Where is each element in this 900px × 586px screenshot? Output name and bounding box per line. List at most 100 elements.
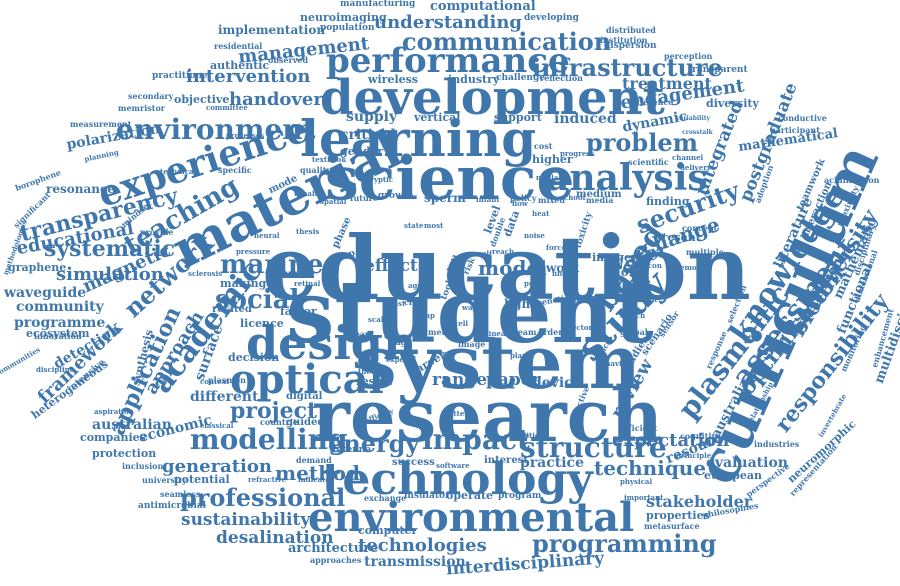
word-range: range <box>432 370 488 390</box>
word-australian: australian <box>92 417 172 433</box>
word-edge: edge <box>390 337 412 347</box>
word-age: age <box>408 281 422 290</box>
word-medium: medium <box>576 189 622 200</box>
word-refractive: refractive <box>248 475 287 484</box>
word-treatment: treatment <box>622 74 712 93</box>
word-structure: structure <box>520 431 667 464</box>
word-tunable: tunable <box>294 189 324 198</box>
word-countrie: countrie <box>260 417 298 427</box>
word-science: science <box>325 144 575 214</box>
word-integer: integer <box>592 251 637 264</box>
word-secondary: secondary <box>128 91 174 101</box>
word-energy: energy <box>328 429 420 458</box>
word-university: university <box>142 475 187 485</box>
word-reach: reach <box>492 247 515 256</box>
word-multiple: multiple <box>686 247 724 257</box>
word-handover: handover <box>229 89 323 110</box>
word-important: important <box>624 493 664 502</box>
word-theory: theory <box>358 367 384 376</box>
word-growth: growth <box>378 191 414 201</box>
word-spatial: spatial <box>320 197 347 206</box>
word-difference: difference <box>628 97 674 107</box>
word-project: project <box>230 398 318 424</box>
word-development: development <box>320 70 665 126</box>
word-efficient: efficient <box>620 423 658 433</box>
word-finding: finding <box>646 195 690 208</box>
word-supply: supply <box>346 109 398 125</box>
word-linear: linear <box>486 329 510 338</box>
word-demand: demand <box>296 455 332 465</box>
word-scale: scale <box>368 315 388 324</box>
word-generation: generation <box>162 456 272 477</box>
word-team: team <box>514 327 537 337</box>
word-fibre: fibre <box>552 269 571 278</box>
word-communication: communication <box>402 27 612 56</box>
word-gas: gas <box>474 283 488 292</box>
word-discipline: discipline <box>36 365 75 374</box>
word-pressure: pressure <box>236 247 271 256</box>
word-wave: wave <box>462 303 482 312</box>
word-more: more <box>608 265 643 279</box>
word-planning: planning <box>83 147 120 164</box>
word-neuroimaging: neuroimaging <box>300 11 387 24</box>
word-acidification: acidification <box>824 175 880 185</box>
word-thesis: thesis <box>296 227 320 236</box>
word-sclerosis: sclerosis <box>188 269 223 278</box>
word-different: different <box>190 389 259 405</box>
word-delivery: delivery <box>680 163 711 172</box>
word-image: image <box>458 339 486 349</box>
word-principle: principle <box>676 451 712 460</box>
word-guided: guided <box>286 417 325 428</box>
word-school: school <box>560 193 586 202</box>
word-higher: higher <box>532 153 573 166</box>
word-noise: noise <box>524 231 545 240</box>
word-self: self <box>478 249 493 258</box>
word-manufacturing: manufacturing <box>340 0 416 9</box>
word-antenna: antenna <box>330 445 372 455</box>
word-trust: trust <box>386 299 406 308</box>
word-programme: programme <box>14 315 106 331</box>
word-problem: problem <box>586 128 698 157</box>
word-expert: expert <box>386 355 411 364</box>
word-systematic: systematic <box>44 236 176 262</box>
word-memristor: memristor <box>118 103 166 113</box>
word-technical: technical <box>160 167 197 176</box>
word-quality: quality <box>300 165 332 175</box>
word-modelling: modelling <box>190 423 348 456</box>
word-factor: factor <box>280 305 317 318</box>
word-vertical: vertical <box>414 111 461 124</box>
word-infant: infant <box>476 195 500 204</box>
word-mixed: mixed <box>538 195 565 205</box>
word-perception: perception <box>664 51 713 61</box>
word-transparent: transparent <box>688 65 748 75</box>
word-operate: operate <box>446 489 494 502</box>
word-progress: progress <box>560 149 595 158</box>
word-companies: companies <box>80 431 146 444</box>
word-cognitive: cognitive <box>680 431 722 441</box>
word-cryptic: cryptic <box>366 175 394 184</box>
word-understanding: understanding <box>374 12 522 33</box>
word-context: context <box>200 377 230 386</box>
word-expectation: expectation <box>612 430 730 451</box>
word-analysis: analysis <box>546 157 708 199</box>
word-specific: specific <box>218 165 252 175</box>
word-dispersion: dispersion <box>604 41 657 51</box>
word-industry: industry <box>448 73 500 86</box>
word-potential: potential <box>174 473 230 486</box>
word-critical: critical <box>340 127 396 143</box>
word-social: social <box>215 285 300 315</box>
word-interest: interest <box>484 455 528 466</box>
word-properties: properties <box>646 509 710 522</box>
word-state: state <box>404 221 424 230</box>
word-performance: performance <box>326 41 570 81</box>
word-evaluation: evaluation <box>706 455 788 471</box>
word-population: population <box>320 23 375 33</box>
word-resonance: resonance <box>46 182 115 196</box>
word-retinal: retinal <box>294 279 321 288</box>
word-emotion: emotion <box>680 263 713 272</box>
word-approaches: approaches <box>310 555 362 565</box>
word-marine: marine <box>220 250 324 280</box>
word-computer: computer <box>358 524 418 537</box>
word-matlab: matlab <box>536 173 564 182</box>
word-aspiration: aspiration <box>94 407 134 416</box>
